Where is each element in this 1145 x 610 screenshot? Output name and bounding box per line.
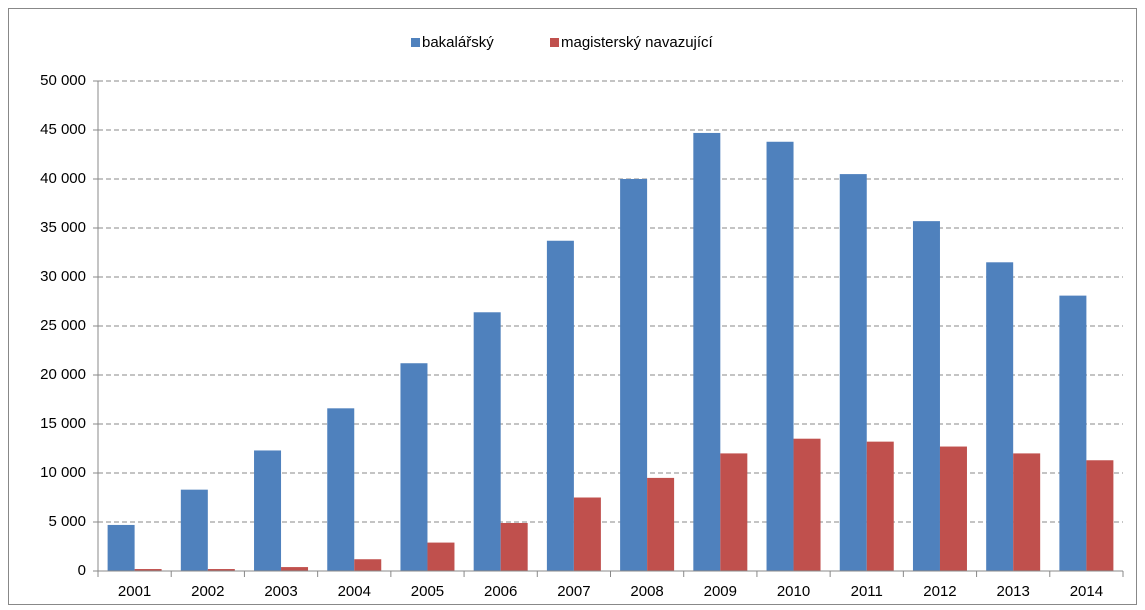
- bar: [427, 542, 455, 571]
- x-tick-label: 2001: [118, 583, 151, 600]
- bar: [720, 453, 748, 571]
- bar: [207, 569, 235, 571]
- y-tick-label: 5 000: [48, 513, 86, 530]
- bar: [766, 141, 794, 571]
- bar: [107, 524, 135, 571]
- x-tick-label: 2013: [996, 583, 1029, 600]
- bar: [400, 363, 428, 571]
- bar: [939, 446, 967, 571]
- x-tick-label: 2009: [704, 583, 737, 600]
- x-tick-label: 2007: [557, 583, 590, 600]
- y-tick-label: 30 000: [40, 268, 86, 285]
- y-tick-label: 25 000: [40, 317, 86, 334]
- bar: [180, 489, 208, 571]
- legend-label: bakalářský: [422, 34, 494, 51]
- x-tick-label: 2014: [1070, 583, 1103, 600]
- bar: [327, 408, 355, 571]
- bar: [647, 477, 675, 571]
- bar: [254, 450, 282, 571]
- x-tick-label: 2004: [338, 583, 371, 600]
- y-tick-label: 35 000: [40, 219, 86, 236]
- bar: [500, 522, 528, 571]
- bar: [354, 559, 382, 571]
- y-tick-label: 20 000: [40, 366, 86, 383]
- y-tick-label: 45 000: [40, 121, 86, 138]
- y-tick-label: 0: [78, 562, 86, 579]
- bar: [134, 569, 162, 571]
- y-tick-label: 15 000: [40, 415, 86, 432]
- x-tick-label: 2011: [851, 583, 883, 600]
- bar: [473, 312, 501, 571]
- bar: [620, 179, 648, 571]
- bar: [693, 132, 721, 571]
- y-tick-label: 40 000: [40, 170, 86, 187]
- legend-swatch: [550, 38, 559, 47]
- legend-swatch: [411, 38, 420, 47]
- bar: [281, 567, 309, 571]
- legend-label: magisterský navazující: [561, 34, 714, 51]
- x-tick-label: 2010: [777, 583, 810, 600]
- bar: [546, 240, 574, 572]
- bar: [1086, 460, 1114, 571]
- bar: [793, 438, 821, 571]
- bar: [839, 174, 867, 571]
- x-tick-label: 2012: [923, 583, 956, 600]
- bar: [912, 221, 940, 571]
- x-tick-label: 2005: [411, 583, 444, 600]
- bar: [573, 497, 601, 571]
- x-tick-label: 2003: [264, 583, 297, 600]
- y-tick-label: 50 000: [40, 72, 86, 89]
- y-tick-label: 10 000: [40, 464, 86, 481]
- x-tick-label: 2006: [484, 583, 517, 600]
- bar: [866, 441, 894, 571]
- x-tick-label: 2002: [191, 583, 224, 600]
- bar: [986, 262, 1014, 571]
- bar: [1059, 295, 1087, 571]
- bar: [1013, 453, 1041, 571]
- x-tick-label: 2008: [630, 583, 663, 600]
